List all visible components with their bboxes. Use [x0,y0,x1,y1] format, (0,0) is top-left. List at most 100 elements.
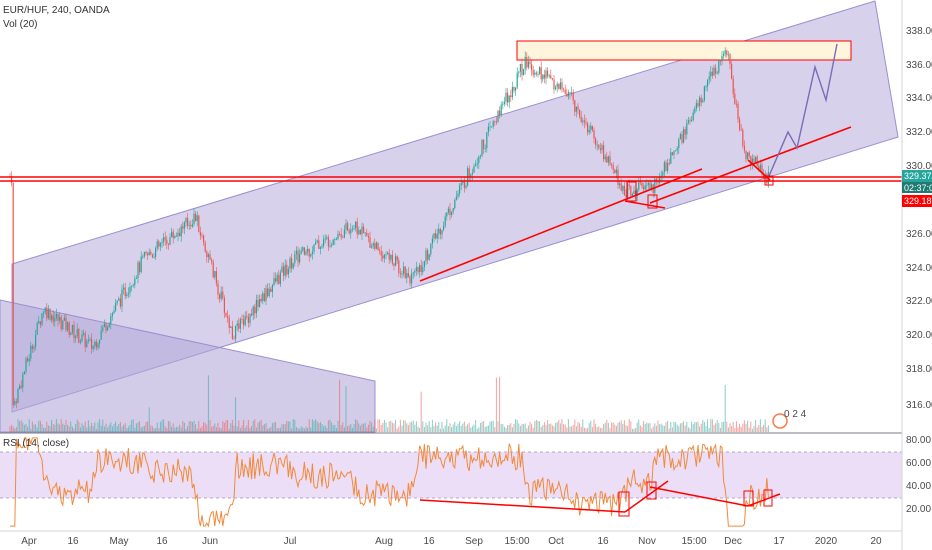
candle-body [129,286,131,294]
volume-bar [491,421,493,432]
candle-body [619,183,621,185]
rsi-legend[interactable]: RSI (14, close) [3,438,69,449]
candle-body [724,50,726,54]
candle-body [395,256,397,266]
candle-body [535,72,537,75]
volume-bar [324,425,326,432]
volume-bar [761,426,763,432]
volume-bar [92,425,94,432]
volume-bar [278,427,280,432]
candle-body [478,156,480,164]
volume-bar [524,423,526,432]
volume-bar [700,423,702,432]
candle-body [499,110,501,116]
candle-body [47,308,49,319]
volume-bar [100,425,102,432]
candle-body [70,332,72,335]
candle-body [267,288,269,297]
candle-body [537,74,539,75]
candle-body [209,254,211,260]
candle-body [238,323,240,329]
candle-body [612,165,614,171]
candle-body [460,182,462,186]
volume-bar [284,424,286,432]
rsi-axis[interactable]: 80.00 60.00 40.00 20.00 [906,435,931,515]
current-price-value: 329.375 [904,171,932,181]
volume-bar [388,421,390,432]
candle-body [92,346,94,349]
candle-body [383,254,385,259]
volume-bar [63,425,65,432]
volume-bar [67,424,69,432]
candle-body [694,108,696,113]
volume-legend[interactable]: Vol (20) [3,19,37,30]
candle-body [582,120,584,122]
candle-body [700,97,702,103]
candle-body [516,72,518,88]
volume-bar [543,422,545,432]
volume-bar [167,420,169,432]
candle-body [707,79,709,87]
symbol-title[interactable]: EUR/HUF, 240, OANDA [3,5,110,16]
volume-bar [596,427,598,432]
candle-body [31,346,33,349]
candle-body [623,185,625,195]
trendline-main [419,168,703,282]
candle-body [508,95,510,103]
candle-body [147,253,149,256]
volume-bar [566,427,568,432]
candle-body [631,194,633,196]
candle-body [159,243,161,247]
volume-bar [318,423,320,432]
volume-bar [198,421,200,432]
time-tick-label: May [110,536,129,547]
volume-bar [369,420,371,432]
candle-body [217,283,219,295]
volume-bar [667,420,669,432]
candle-body [585,122,587,124]
candle-body [57,314,59,321]
candle-body [515,87,517,91]
volume-bar [707,419,709,432]
volume-bar [359,425,361,432]
candle-body [126,294,128,297]
volume-bar [89,426,91,432]
candle-body [361,226,363,235]
candle-body [332,239,334,246]
volume-bar [534,421,536,432]
candle-body [95,341,97,348]
candle-body [748,152,750,157]
candle-body [91,339,93,349]
candle-body [684,129,686,135]
countdown-value: 02:37:04 [904,183,932,193]
candle-body [295,250,297,255]
candle-body [511,86,513,98]
projection-path [768,43,838,177]
volume-bar [635,427,637,432]
volume-bar [588,423,590,432]
candle-body [84,333,86,348]
volume-bar [372,426,374,432]
volume-bar [500,423,502,432]
candle-body [35,334,37,347]
candle-body [73,325,75,339]
volume-bar [676,424,678,432]
volume-bar [462,423,464,432]
candle-body [611,164,613,166]
candle-body [329,245,331,247]
volume-bar [551,425,553,432]
candle-body [243,319,245,326]
volume-bar [156,422,158,432]
volume-bar [519,425,521,432]
volume-bar [223,422,225,432]
candle-body [350,229,352,234]
volume-indicator-icon[interactable] [772,413,788,429]
volume-bar [415,421,417,432]
volume-bar [209,420,211,432]
volume-bar [326,427,328,432]
volume-bar [30,428,32,432]
volume-bar [143,425,145,432]
candle-body [244,315,246,326]
volume-bar [535,419,537,432]
